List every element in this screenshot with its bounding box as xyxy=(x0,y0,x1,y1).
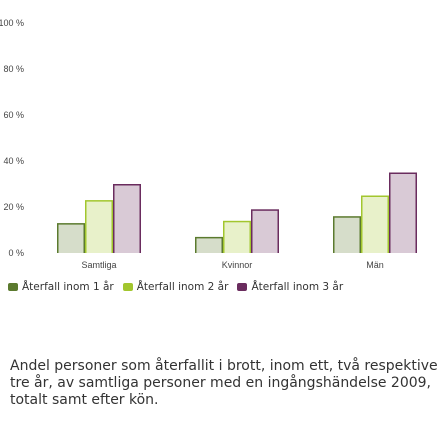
category-label: Män xyxy=(366,260,384,270)
bar-inner xyxy=(196,238,222,253)
y-tick-label: 80 % xyxy=(3,64,24,74)
legend-swatch-1yr xyxy=(8,283,18,291)
bars xyxy=(57,172,417,253)
bar-inner xyxy=(252,210,278,253)
y-axis: 0 % 20 % 40 % 60 % 80 % 100 % xyxy=(0,18,24,258)
chart-caption: Andel personer som återfallit i brott, i… xyxy=(10,358,438,408)
category-label: Kvinnor xyxy=(222,260,253,270)
bar-inner xyxy=(334,217,360,253)
bar-inner xyxy=(362,197,388,253)
legend-item-2yr[interactable]: Återfall inom 2 år xyxy=(122,281,229,293)
bar-inner xyxy=(390,174,416,253)
x-axis: Samtliga Kvinnor Män xyxy=(81,260,383,270)
bar-inner xyxy=(86,201,112,253)
legend-item-1yr[interactable]: Återfall inom 1 år xyxy=(8,281,114,293)
bar-inner xyxy=(114,185,140,253)
bar-inner xyxy=(224,222,250,253)
legend: Återfall inom 1 år Återfall inom 2 år Åt… xyxy=(8,281,444,293)
y-tick-label: 20 % xyxy=(3,202,24,212)
y-tick-label: 100 % xyxy=(0,18,24,28)
legend-swatch-2yr xyxy=(122,283,133,291)
legend-label-2yr: Återfall inom 2 år xyxy=(136,281,229,293)
y-tick-label: 0 % xyxy=(8,248,24,258)
y-tick-label: 60 % xyxy=(3,110,24,120)
bar-chart: 0 % 20 % 40 % 60 % 80 % 100 % Samtliga Kvinnor… xyxy=(0,18,417,270)
legend-label-3yr: Återfall inom 3 år xyxy=(251,281,344,293)
legend-swatch-3yr xyxy=(237,283,248,291)
bar-inner xyxy=(58,224,84,253)
legend-label-1yr: Återfall inom 1 år xyxy=(22,281,114,293)
y-tick-label: 40 % xyxy=(3,156,24,166)
legend-item-3yr[interactable]: Återfall inom 3 år xyxy=(237,281,343,293)
category-label: Samtliga xyxy=(81,260,116,270)
